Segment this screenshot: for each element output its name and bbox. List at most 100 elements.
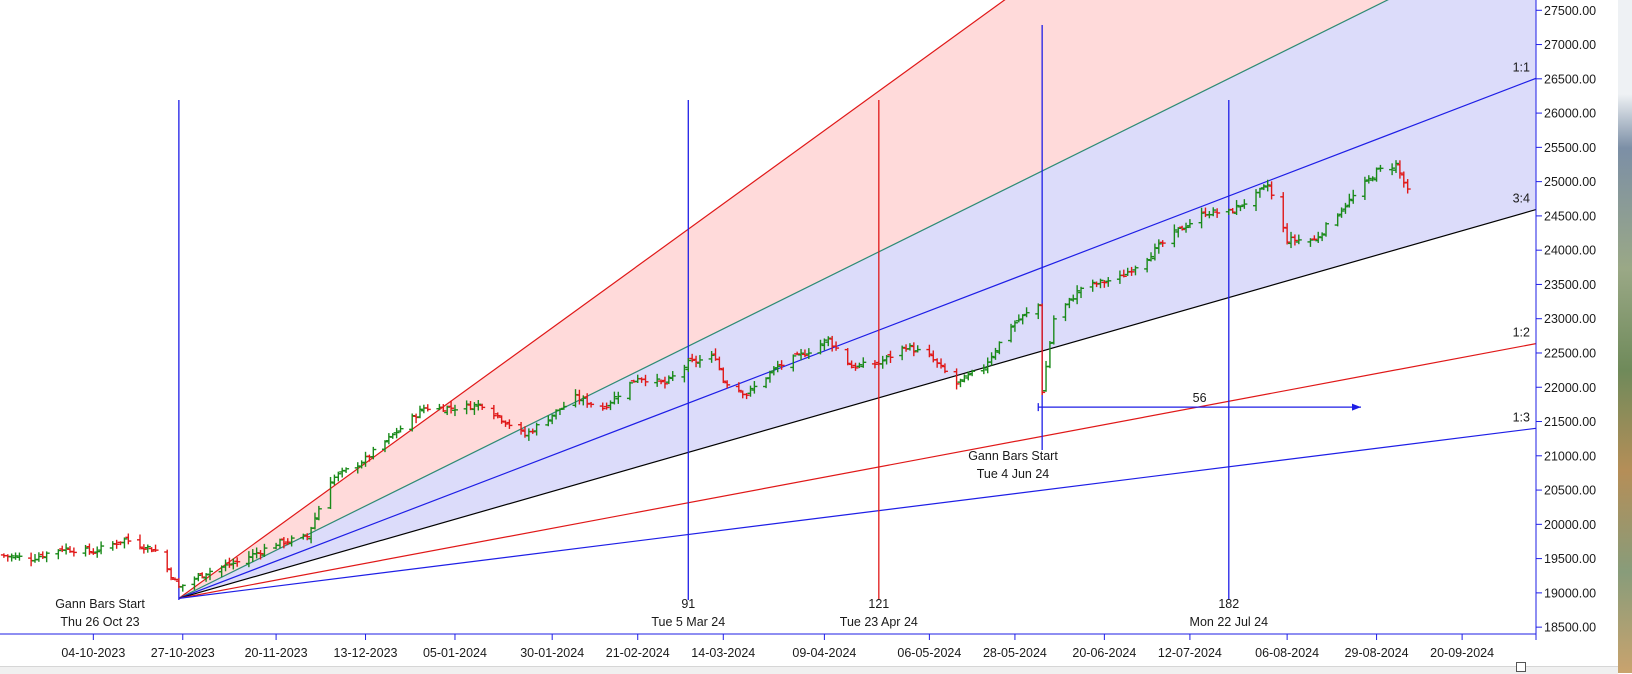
ohlc-bar: [906, 343, 913, 351]
ohlc-bar: [1260, 184, 1267, 191]
y-tick-label: 25500.00: [1544, 141, 1596, 155]
ohlc-bar: [1175, 227, 1182, 238]
ohlc-bar: [669, 371, 676, 382]
ohlc-bar: [451, 404, 458, 417]
ohlc-bar: [389, 433, 396, 439]
ohlc-bar: [171, 577, 178, 581]
ohlc-bar: [343, 467, 350, 473]
ohlc-bar: [1120, 269, 1127, 278]
ohlc-bar: [1097, 278, 1104, 289]
cycle-date-label: Tue 23 Apr 24: [840, 615, 918, 629]
ohlc-bar: [770, 366, 777, 376]
ohlc-bar: [35, 552, 42, 562]
ohlc-bar: [696, 355, 703, 368]
ohlc-bar: [1323, 222, 1330, 237]
ohlc-bar: [751, 381, 758, 394]
ohlc-bar: [518, 421, 525, 435]
ohlc-bar: [1050, 315, 1057, 345]
ohlc-bar: [86, 543, 93, 555]
ohlc-bar: [1319, 232, 1326, 242]
x-tick-label: 27-10-2023: [151, 646, 215, 660]
ohlc-bar: [144, 544, 151, 553]
ohlc-bar: [471, 402, 478, 415]
gann-chart: 1:1 3:4 1:2 1:3 Gann Bars Start Thu 26 Oct …: [0, 0, 1596, 660]
x-tick-label: 04-10-2023: [61, 646, 125, 660]
x-tick-label: 14-03-2024: [691, 646, 755, 660]
duration-arrow-layer: [1037, 403, 1362, 412]
ohlc-bar: [16, 552, 23, 561]
ohlc-bar: [448, 400, 455, 414]
duration-arrow-label: 56: [1193, 391, 1207, 405]
ohlc-bar: [1148, 252, 1155, 262]
ohlc-bar: [397, 425, 404, 433]
x-axis: 04-10-2023 27-10-2023 20-11-2023 13-12-2023…: [61, 634, 1494, 660]
gann-fan-line: [178, 343, 1536, 599]
ohlc-bar: [288, 535, 295, 547]
ohlc-bar: [1396, 160, 1403, 179]
ohlc-bar: [327, 476, 334, 510]
horizontal-scrollbar[interactable]: [0, 666, 1618, 674]
ohlc-bar: [735, 382, 742, 393]
ohlc-bar: [848, 360, 855, 369]
ohlc-bar: [724, 380, 731, 389]
gann-ratio-label: 1:3: [1513, 410, 1530, 424]
ohlc-bar: [179, 584, 186, 592]
ohlc-bar: [257, 550, 264, 560]
gann-fan-line: [178, 0, 1006, 599]
ohlc-bar: [206, 567, 213, 581]
ohlc-bar: [125, 533, 132, 545]
ohlc-bar: [261, 543, 268, 557]
ohlc-bar: [844, 348, 851, 366]
ohlc-bar: [1183, 222, 1190, 233]
scrollbar-thumb[interactable]: [1516, 662, 1526, 672]
y-axis: 18500.00 19000.00 19500.00 20000.00 20500.00…: [1536, 4, 1596, 635]
ohlc-bar: [90, 548, 97, 555]
ohlc-bar: [82, 544, 89, 557]
ohlc-bar: [1389, 163, 1396, 176]
ohlc-bar: [494, 412, 501, 419]
gann-ratio-label: 1:1: [1513, 60, 1530, 74]
vertical-line-layer: [178, 25, 1230, 600]
ohlc-bar: [70, 547, 77, 557]
ohlc-bar: [370, 446, 377, 460]
ohlc-bar: [833, 341, 840, 351]
y-tick-label: 26500.00: [1544, 72, 1596, 86]
ohlc-bar: [381, 440, 388, 453]
ohlc-bar: [1229, 208, 1236, 214]
ohlc-bar: [588, 401, 595, 408]
ohlc-bar: [1361, 176, 1368, 200]
ohlc-bar: [852, 362, 859, 371]
y-tick-label: 22500.00: [1544, 346, 1596, 360]
ohlc-bar: [794, 351, 801, 356]
ohlc-bar: [883, 355, 890, 365]
ohlc-bar: [315, 505, 322, 521]
y-tick-label: 21500.00: [1544, 415, 1596, 429]
ohlc-bar: [335, 471, 342, 482]
ohlc-bar: [152, 544, 159, 552]
ohlc-bar: [1307, 238, 1314, 247]
cycle-date-label: Mon 22 Jul 24: [1190, 615, 1269, 629]
cycle-date-label: Tue 5 Mar 24: [651, 615, 725, 629]
ohlc-bar: [1334, 213, 1341, 227]
ohlc-bar: [1338, 207, 1345, 218]
ohlc-bar: [860, 357, 867, 368]
ohlc-bar: [113, 539, 120, 549]
ohlc-bar: [1342, 202, 1349, 214]
gann-ratio-label: 1:2: [1513, 326, 1530, 340]
ohlc-bar: [965, 371, 972, 381]
ohlc-bar: [926, 344, 933, 358]
ohlc-bar: [1023, 307, 1030, 318]
desktop-background-strip: [1618, 0, 1632, 673]
ohlc-bar: [996, 341, 1003, 355]
ohlc-bar: [98, 541, 105, 555]
ohlc-bar: [817, 339, 824, 355]
ohlc-bar: [1291, 234, 1298, 246]
ohlc-bar: [1311, 235, 1318, 241]
x-tick-label: 06-05-2024: [897, 646, 961, 660]
y-tick-label: 26000.00: [1544, 107, 1596, 121]
y-tick-label: 19500.00: [1544, 552, 1596, 566]
ohlc-bar: [479, 403, 486, 410]
ohlc-bar: [43, 551, 50, 563]
ohlc-bar: [961, 374, 968, 383]
ohlc-bar: [615, 391, 622, 404]
